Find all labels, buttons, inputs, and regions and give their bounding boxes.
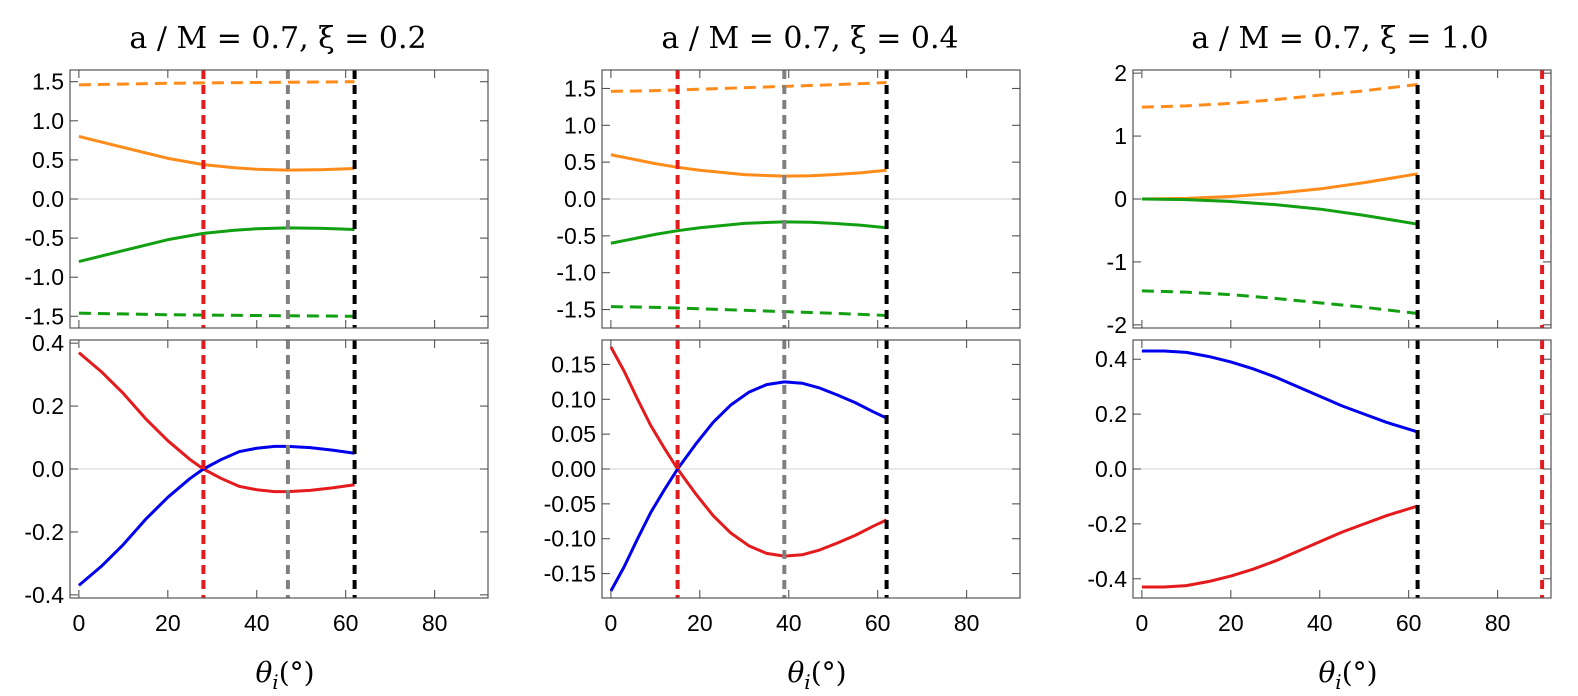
y-tick-label: 1.0 [32, 108, 64, 134]
y-tick-label: 0.2 [32, 393, 64, 419]
x-tick-label: 0 [72, 610, 85, 636]
y-tick-label: 0.0 [564, 186, 596, 212]
x-tick-label: 80 [1485, 610, 1511, 636]
series-line [78, 311, 355, 318]
top-subplot: -2 -1 0 1 2 [1107, 60, 1552, 338]
series-line [1141, 172, 1418, 201]
series-line [610, 220, 887, 245]
y-tick-label: -1.0 [24, 264, 64, 290]
y-tick-label: 2 [1114, 60, 1127, 86]
x-tick-label: 40 [1307, 610, 1333, 636]
y-tick-label: 0.5 [564, 149, 596, 175]
y-tick-label: 0.4 [32, 330, 64, 356]
series-line [610, 81, 887, 93]
bottom-subplot: -0.4 -0.2 0.0 0.2 0.4 0 20 40 60 80 [24, 330, 489, 636]
series-line [1141, 504, 1419, 589]
y-tick-label: -1.0 [556, 260, 596, 286]
series-line [78, 226, 355, 264]
x-tick-label: 80 [422, 610, 448, 636]
x-tick-label: 40 [244, 610, 270, 636]
y-tick-label: 0.4 [1095, 346, 1127, 372]
x-tick-label: 20 [1218, 610, 1244, 636]
series-line [1141, 349, 1419, 434]
y-tick-label: 0.5 [32, 147, 64, 173]
panel-title: a / M = 0.7, ξ = 0.2 [129, 21, 426, 56]
chart-panel-3: a / M = 0.7, ξ = 1.0 -2 -1 0 1 2 -0.4 -0.2 0.0 0.… [1087, 21, 1552, 694]
series-line [1141, 82, 1418, 109]
y-tick-label: 0.0 [32, 456, 64, 482]
series-line [1141, 289, 1418, 316]
y-tick-label: -0.4 [24, 582, 64, 608]
x-axis-label: θi(°) [255, 656, 314, 694]
series-line [1141, 197, 1418, 226]
x-tick-label: 20 [687, 610, 713, 636]
panel-title: a / M = 0.7, ξ = 1.0 [1191, 21, 1488, 56]
y-tick-label: -0.10 [544, 526, 596, 552]
y-tick-label: 1 [1114, 123, 1127, 149]
y-tick-label: -1.5 [24, 303, 64, 329]
bottom-subplot: -0.15 -0.10 -0.05 0.00 0.05 0.10 0.15 0 20 40 60 80 [544, 339, 1021, 636]
series-line [77, 444, 355, 587]
x-axis-label: θi(°) [787, 656, 846, 694]
y-tick-label: -2 [1107, 312, 1127, 338]
y-tick-label: 0.10 [551, 386, 596, 412]
y-tick-label: -0.2 [1087, 511, 1127, 537]
y-tick-label: 0.0 [32, 186, 64, 212]
y-tick-label: -1.5 [556, 297, 596, 323]
y-tick-label: 1.5 [564, 75, 596, 101]
x-tick-label: 60 [333, 610, 359, 636]
y-tick-label: 0.0 [1095, 456, 1127, 482]
y-tick-label: -0.5 [556, 223, 596, 249]
top-subplot: -1.5 -1.0 -0.5 0.0 0.5 1.0 1.5 [24, 69, 489, 329]
y-tick-label: 0.05 [551, 421, 596, 447]
x-tick-label: 60 [865, 610, 891, 636]
x-tick-label: 20 [155, 610, 181, 636]
chart-panel-2: a / M = 0.7, ξ = 0.4 -1.5 -1.0 -0.5 0.0 0.5 1.… [544, 21, 1021, 694]
y-tick-label: -0.05 [544, 491, 596, 517]
y-tick-label: 0 [1114, 186, 1127, 212]
series-line [610, 305, 887, 317]
y-tick-label: 0.2 [1095, 401, 1127, 427]
x-axis-label: θi(°) [1318, 656, 1377, 694]
y-tick-label: -0.15 [544, 561, 596, 587]
top-subplot: -1.5 -1.0 -0.5 0.0 0.5 1.0 1.5 [556, 69, 1021, 329]
series-line [77, 351, 355, 494]
x-tick-label: 60 [1396, 610, 1422, 636]
series-line [609, 380, 888, 592]
y-tick-label: -1 [1107, 249, 1127, 275]
y-tick-label: -0.4 [1087, 566, 1127, 592]
series-line [78, 134, 355, 172]
series-line [610, 153, 887, 178]
y-tick-label: -0.5 [24, 225, 64, 251]
x-tick-label: 0 [1135, 610, 1148, 636]
series-line [78, 80, 355, 87]
y-tick-label: 1.5 [32, 69, 64, 95]
y-tick-label: 0.00 [551, 456, 596, 482]
y-tick-label: 0.15 [551, 351, 596, 377]
bottom-subplot: -0.4 -0.2 0.0 0.2 0.4 0 20 40 60 80 [1087, 339, 1552, 636]
x-tick-label: 80 [954, 610, 980, 636]
y-tick-label: 1.0 [564, 112, 596, 138]
panel-title: a / M = 0.7, ξ = 0.4 [661, 21, 958, 56]
series-line [609, 346, 888, 558]
x-tick-label: 40 [776, 610, 802, 636]
x-tick-label: 0 [604, 610, 617, 636]
chart-panel-1: a / M = 0.7, ξ = 0.2 -1.5 -1.0 -0.5 0.0 0.5 1.… [24, 21, 489, 694]
y-tick-label: -0.2 [24, 519, 64, 545]
